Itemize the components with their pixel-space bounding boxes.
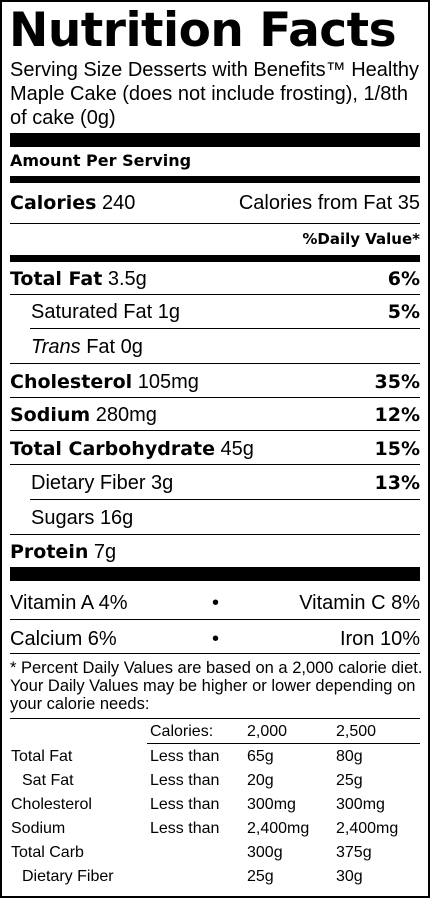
nutrient-amount: 0g bbox=[120, 336, 143, 358]
divider bbox=[10, 294, 420, 295]
nutrient-label: Total Fat bbox=[10, 268, 103, 290]
nutrient-label: Sodium bbox=[10, 404, 91, 426]
table-header-2500: 2,500 bbox=[336, 723, 377, 740]
nutrient-amount: 3g bbox=[151, 472, 174, 494]
calories-from-fat-value: 35 bbox=[397, 192, 420, 214]
nutrient-row-dietary-fiber: Dietary Fiber 3g 13% bbox=[10, 471, 420, 495]
nutrient-label: Fat bbox=[86, 336, 116, 358]
nutrient-row-protein: Protein 7g bbox=[10, 540, 420, 564]
table-cell-2500: 300mg bbox=[336, 796, 385, 813]
footnote: * Percent Daily Values are based on a 2,… bbox=[10, 659, 423, 713]
table-cell-2500: 2,400mg bbox=[336, 820, 399, 837]
table-cell-2000: 65g bbox=[247, 748, 274, 765]
nutrient-label: Saturated Fat bbox=[31, 301, 153, 323]
calories-value: 240 bbox=[101, 192, 136, 214]
table-cell-nutrient: Sat Fat bbox=[22, 772, 74, 789]
thick-divider bbox=[10, 133, 420, 147]
table-cell-qualifier: Less than bbox=[150, 772, 220, 789]
nutrient-dv: 6% bbox=[387, 268, 420, 290]
divider bbox=[10, 653, 420, 654]
nutrient-amount: 1g bbox=[157, 301, 180, 323]
divider bbox=[10, 619, 420, 620]
divider bbox=[30, 499, 420, 500]
nutrient-label: Sugars bbox=[31, 507, 95, 529]
nutrient-row-trans-fat: Trans Fat 0g bbox=[10, 335, 420, 359]
divider bbox=[147, 743, 420, 744]
table-cell-nutrient: Total Carb bbox=[11, 844, 84, 861]
nutrient-row-cholesterol: Cholesterol 105mg 35% bbox=[10, 370, 420, 394]
bullet: • bbox=[212, 592, 220, 614]
nutrient-row-saturated-fat: Saturated Fat 1g 5% bbox=[10, 300, 420, 324]
medium-divider bbox=[10, 255, 420, 262]
table-cell-2500: 80g bbox=[336, 748, 363, 765]
nutrient-amount: 105mg bbox=[137, 371, 199, 393]
divider bbox=[10, 397, 420, 398]
nutrient-label: Protein bbox=[10, 541, 89, 563]
table-cell-2000: 20g bbox=[247, 772, 274, 789]
table-cell-2000: 300mg bbox=[247, 796, 296, 813]
vitamin-c: Vitamin C 8% bbox=[299, 592, 420, 614]
iron: Iron 10% bbox=[339, 628, 420, 650]
divider bbox=[10, 718, 420, 719]
divider bbox=[10, 430, 420, 431]
nutrient-label: Total Carbohydrate bbox=[10, 438, 215, 460]
nutrient-dv: 35% bbox=[374, 371, 420, 393]
table-cell-2000: 300g bbox=[247, 844, 283, 861]
divider bbox=[10, 464, 420, 465]
nutrient-dv: 5% bbox=[387, 301, 420, 323]
divider bbox=[10, 223, 420, 224]
nutrient-row-sugars: Sugars 16g bbox=[10, 506, 420, 530]
divider bbox=[10, 363, 420, 364]
table-cell-2500: 375g bbox=[336, 844, 372, 861]
table-cell-2000: 2,400mg bbox=[247, 820, 310, 837]
nutrient-row-total-fat: Total Fat 3.5g 6% bbox=[10, 267, 420, 291]
nutrient-amount: 280mg bbox=[95, 404, 157, 426]
amount-per-serving: Amount Per Serving bbox=[10, 151, 192, 170]
calories-label: Calories bbox=[10, 192, 97, 214]
table-cell-2500: 25g bbox=[336, 772, 363, 789]
divider bbox=[30, 328, 420, 329]
nutrient-amount: 16g bbox=[99, 507, 134, 529]
nutrient-dv: 15% bbox=[374, 438, 420, 460]
table-cell-qualifier: Less than bbox=[150, 748, 220, 765]
nutrient-row-total-carb: Total Carbohydrate 45g 15% bbox=[10, 437, 420, 461]
table-cell-nutrient: Sodium bbox=[11, 820, 66, 837]
nutrient-label: Cholesterol bbox=[10, 371, 133, 393]
nutrient-amount: 7g bbox=[93, 541, 117, 563]
bullet: • bbox=[212, 628, 220, 650]
label-title: Nutrition Facts bbox=[9, 3, 397, 58]
table-cell-qualifier: Less than bbox=[150, 820, 220, 837]
calcium: Calcium 6% bbox=[10, 628, 117, 650]
nutrient-dv: 13% bbox=[374, 472, 420, 494]
nutrient-row-sodium: Sodium 280mg 12% bbox=[10, 403, 420, 427]
divider bbox=[10, 534, 420, 535]
nutrient-dv: 12% bbox=[374, 404, 420, 426]
table-cell-nutrient: Dietary Fiber bbox=[22, 868, 114, 885]
daily-value-header: %Daily Value* bbox=[302, 230, 420, 248]
table-cell-2500: 30g bbox=[336, 868, 363, 885]
table-cell-qualifier: Less than bbox=[150, 796, 220, 813]
nutrient-amount: 3.5g bbox=[107, 268, 147, 290]
vitamin-a: Vitamin A 4% bbox=[10, 592, 128, 614]
calories-row: Calories 240 Calories from Fat 35 bbox=[10, 191, 420, 215]
table-header-calories: Calories: bbox=[150, 723, 214, 740]
nutrient-amount: 45g bbox=[220, 438, 254, 460]
medium-divider bbox=[10, 176, 420, 183]
nutrient-label-italic: Trans bbox=[31, 336, 81, 358]
nutrient-label: Dietary Fiber bbox=[31, 472, 146, 494]
table-cell-nutrient: Cholesterol bbox=[11, 796, 92, 813]
thick-divider bbox=[10, 567, 420, 581]
table-header-2000: 2,000 bbox=[247, 723, 288, 740]
serving-size: Serving Size Desserts with Benefits™ Hea… bbox=[10, 59, 420, 129]
table-cell-nutrient: Total Fat bbox=[11, 748, 73, 765]
table-cell-2000: 25g bbox=[247, 868, 274, 885]
calories-from-fat-label: Calories from Fat bbox=[238, 192, 393, 214]
